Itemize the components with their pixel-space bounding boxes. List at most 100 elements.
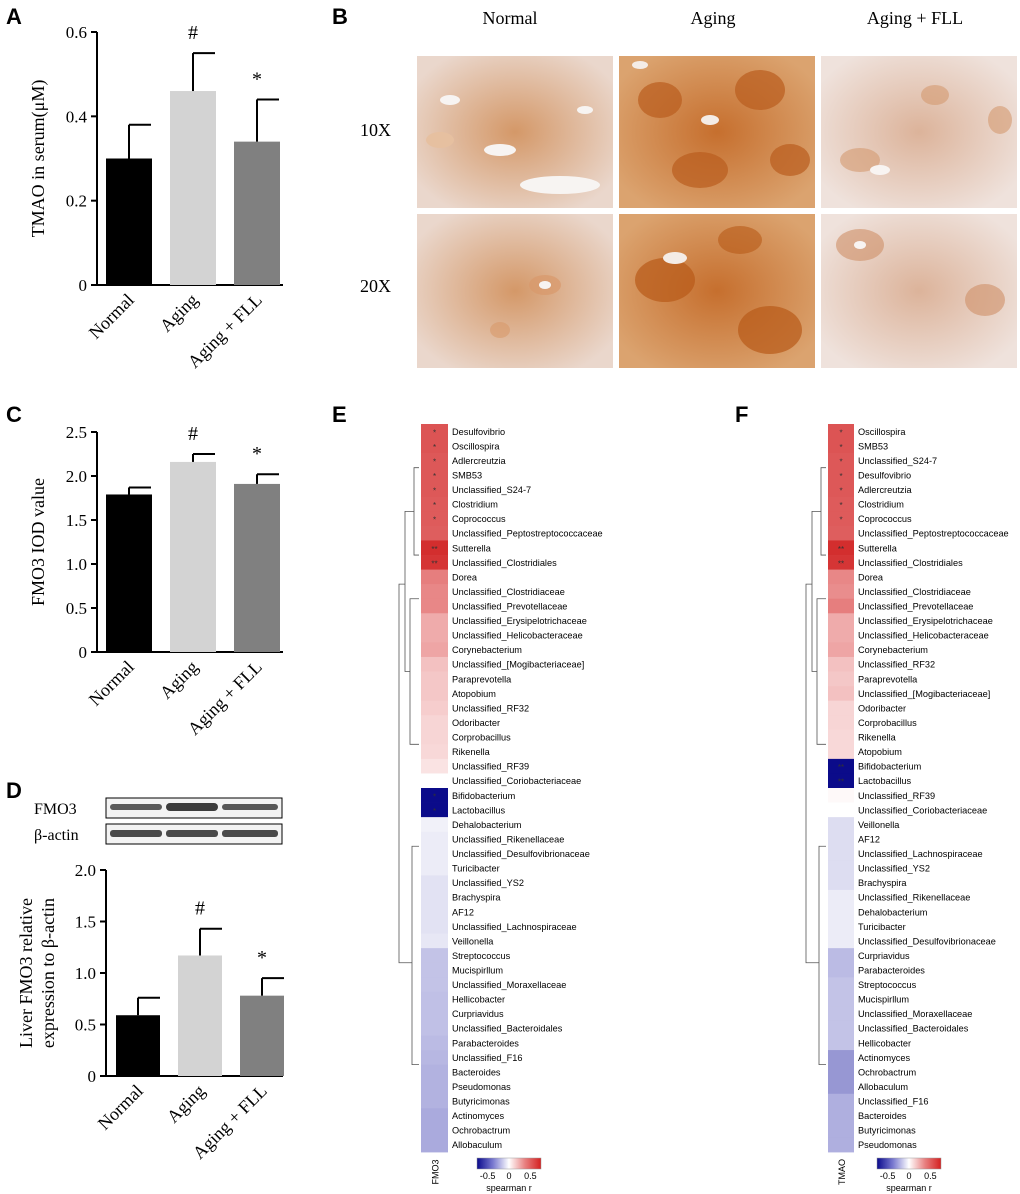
heatmap-cell bbox=[421, 482, 448, 498]
row-label: Pseudomonas bbox=[452, 1082, 511, 1092]
heatmap-cell bbox=[421, 744, 448, 760]
heatmap-cell bbox=[421, 496, 448, 512]
row-label: Unclassified_RF39 bbox=[858, 791, 935, 801]
dendrogram-branch bbox=[816, 598, 826, 745]
row-label: Odoribacter bbox=[858, 703, 906, 713]
dendrogram-branch bbox=[411, 845, 419, 1066]
y-tick-label: 1.5 bbox=[66, 511, 87, 530]
panel-letter-e: E bbox=[332, 402, 347, 427]
bar-aging-fll bbox=[234, 483, 280, 652]
heatmap-cell bbox=[828, 424, 854, 439]
panel-letter-d: D bbox=[6, 778, 22, 803]
micrograph-row-label-20x: 20X bbox=[360, 276, 391, 296]
significance-marker: * bbox=[433, 457, 436, 466]
row-label: Turicibacter bbox=[858, 922, 906, 932]
row-label: Actinomyces bbox=[858, 1053, 910, 1063]
y-tick-label: 1.0 bbox=[66, 555, 87, 574]
row-label: Pseudomonas bbox=[858, 1140, 917, 1150]
row-label: Unclassified_F16 bbox=[452, 1053, 522, 1063]
row-label: Hellicobacter bbox=[452, 995, 505, 1005]
heatmap-cell bbox=[828, 788, 854, 803]
significance-marker: # bbox=[195, 898, 205, 920]
row-label: Bacteroides bbox=[452, 1067, 501, 1077]
dendrogram-branch bbox=[820, 467, 826, 556]
heatmap-cell bbox=[421, 1137, 448, 1153]
y-tick-label: 2.0 bbox=[66, 467, 87, 486]
row-label: Paraprevotella bbox=[858, 674, 918, 684]
y-tick-label: 0 bbox=[88, 1067, 97, 1086]
heatmap-cell bbox=[828, 569, 854, 585]
heatmap-cell bbox=[828, 919, 854, 934]
heatmap-cell bbox=[421, 802, 448, 818]
significance-marker: ** bbox=[838, 778, 844, 787]
heatmap-cell bbox=[421, 686, 448, 702]
heatmap-cell bbox=[828, 1137, 854, 1153]
row-label: Paraprevotella bbox=[452, 674, 512, 684]
significance-marker: ** bbox=[431, 559, 437, 568]
heatmap-e: * Desulfovibrio * Oscillospira * Adlercreutzi… bbox=[398, 424, 603, 1193]
panel-letter-b: B bbox=[332, 4, 348, 29]
heatmap-cell bbox=[421, 991, 448, 1007]
y-tick-label: 0 bbox=[79, 276, 88, 295]
row-label: Unclassified_Lachnospiraceae bbox=[452, 922, 577, 932]
row-label: Sutterella bbox=[858, 543, 898, 553]
row-label: Dehalobacterium bbox=[452, 820, 522, 830]
micrograph-col-label-fll: Aging + FLL bbox=[867, 8, 963, 28]
micrograph-aging-10x bbox=[619, 56, 815, 208]
y-axis-label: expression to β-actin bbox=[38, 898, 58, 1048]
heatmap-cell bbox=[421, 817, 448, 833]
heatmap-f: * Oscillospira * SMB53 * Unclassified_S24-7 * D… bbox=[805, 424, 1009, 1193]
row-label: Unclassified_Desulfovibrionaceae bbox=[452, 849, 590, 859]
heatmap-cell bbox=[421, 424, 448, 439]
row-label: Coprococcus bbox=[452, 514, 506, 524]
row-label: Adlercreutzia bbox=[858, 485, 913, 495]
significance-marker: * bbox=[839, 428, 842, 437]
colorbar-tick-label: 0.5 bbox=[524, 1171, 537, 1181]
y-tick-label: 0.6 bbox=[66, 23, 87, 42]
heatmap-cell bbox=[828, 860, 854, 876]
heatmap-cell bbox=[828, 1079, 854, 1095]
row-label: Dorea bbox=[858, 572, 884, 582]
heatmap-cell bbox=[828, 1006, 854, 1022]
significance-marker: * bbox=[433, 516, 436, 525]
bar-chart-d: 0 0.5 1.0 1.5 2.0 Liver FMO3 relative expressi… bbox=[16, 861, 284, 1163]
micrograph-fll-10x bbox=[821, 56, 1017, 208]
heatmap-cell bbox=[828, 802, 854, 818]
micrograph-normal-10x bbox=[417, 56, 613, 208]
heatmap-cell bbox=[421, 962, 448, 978]
bar-normal bbox=[106, 158, 152, 285]
y-tick-label: 2.5 bbox=[66, 423, 87, 442]
heatmap-cell bbox=[828, 613, 854, 629]
significance-marker: * bbox=[433, 443, 436, 452]
significance-marker: * bbox=[839, 487, 842, 496]
y-tick-label: 0.5 bbox=[75, 1016, 96, 1035]
micrograph-fll-20x bbox=[821, 214, 1017, 368]
heatmap-cell bbox=[828, 933, 854, 949]
heatmap-cell bbox=[828, 686, 854, 702]
row-label: Unclassified_Desulfovibrionaceae bbox=[858, 936, 996, 946]
bar-chart-c: 0 0.5 1.0 1.5 2.0 2.5 FMO3 IOD value Normal # Agi… bbox=[28, 423, 283, 739]
row-label: Unclassified_Clostridiaceae bbox=[452, 587, 565, 597]
heatmap-cell bbox=[421, 846, 448, 862]
row-label: Unclassified_Moraxellaceae bbox=[858, 1009, 972, 1019]
colorbar bbox=[876, 1157, 942, 1170]
heatmap-cell bbox=[828, 904, 854, 920]
row-label: Unclassified_Rikenellaceae bbox=[452, 834, 564, 844]
heatmap-cell bbox=[421, 511, 448, 527]
heatmap-cell bbox=[421, 700, 448, 716]
panel-letter-c: C bbox=[6, 402, 22, 427]
colorbar bbox=[476, 1157, 542, 1170]
y-axis-label: Liver FMO3 relative bbox=[16, 898, 36, 1048]
significance-marker: * bbox=[839, 516, 842, 525]
row-label: Unclassified_Clostridiales bbox=[858, 558, 963, 568]
row-label: Rikenella bbox=[452, 747, 491, 757]
row-label: Streptococcus bbox=[858, 980, 917, 990]
heatmap-cell bbox=[828, 496, 854, 512]
dendrogram-branch bbox=[404, 510, 414, 672]
row-label: Brachyspira bbox=[452, 893, 501, 903]
blot-band-fmo3-1 bbox=[110, 804, 162, 810]
heatmap-cell bbox=[828, 656, 854, 672]
heatmap-cell bbox=[421, 977, 448, 993]
heatmap-cell bbox=[421, 540, 448, 556]
western-blot-d: FMO3 β-actin bbox=[34, 797, 283, 845]
